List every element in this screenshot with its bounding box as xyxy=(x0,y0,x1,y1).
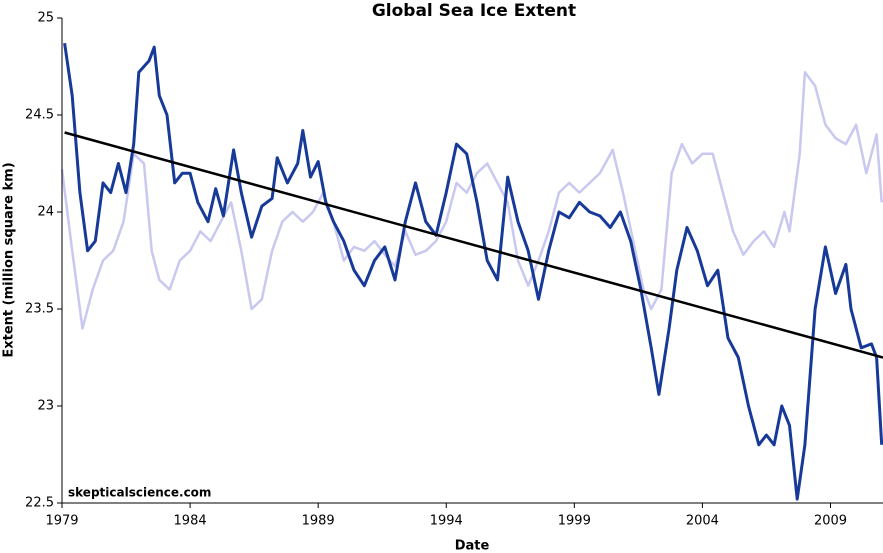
source-note: skepticalscience.com xyxy=(68,486,211,500)
x-tick-label: 1984 xyxy=(174,514,207,529)
x-tick-label: 1999 xyxy=(558,514,591,529)
data-line xyxy=(60,71,883,330)
y-tick-label: 22.5 xyxy=(25,496,54,511)
x-tick-label: 1994 xyxy=(430,514,463,529)
y-axis-label: Extent (million square km) xyxy=(2,162,17,357)
y-tick-label: 23.5 xyxy=(25,302,54,317)
x-tick-label: 2009 xyxy=(814,514,847,529)
data-line xyxy=(63,42,883,501)
y-tick-label: 25 xyxy=(37,11,54,26)
y-tick-label: 23 xyxy=(37,399,54,414)
x-axis-label: Date xyxy=(455,539,490,553)
y-tick-label: 24 xyxy=(37,205,54,220)
x-tick-label: 1979 xyxy=(45,514,78,529)
x-tick-label: 1989 xyxy=(302,514,335,529)
chart-title: Global Sea Ice Extent xyxy=(372,1,576,21)
y-tick-label: 24.5 xyxy=(25,108,54,123)
x-tick-label: 2004 xyxy=(686,514,719,529)
data-line xyxy=(64,131,883,359)
